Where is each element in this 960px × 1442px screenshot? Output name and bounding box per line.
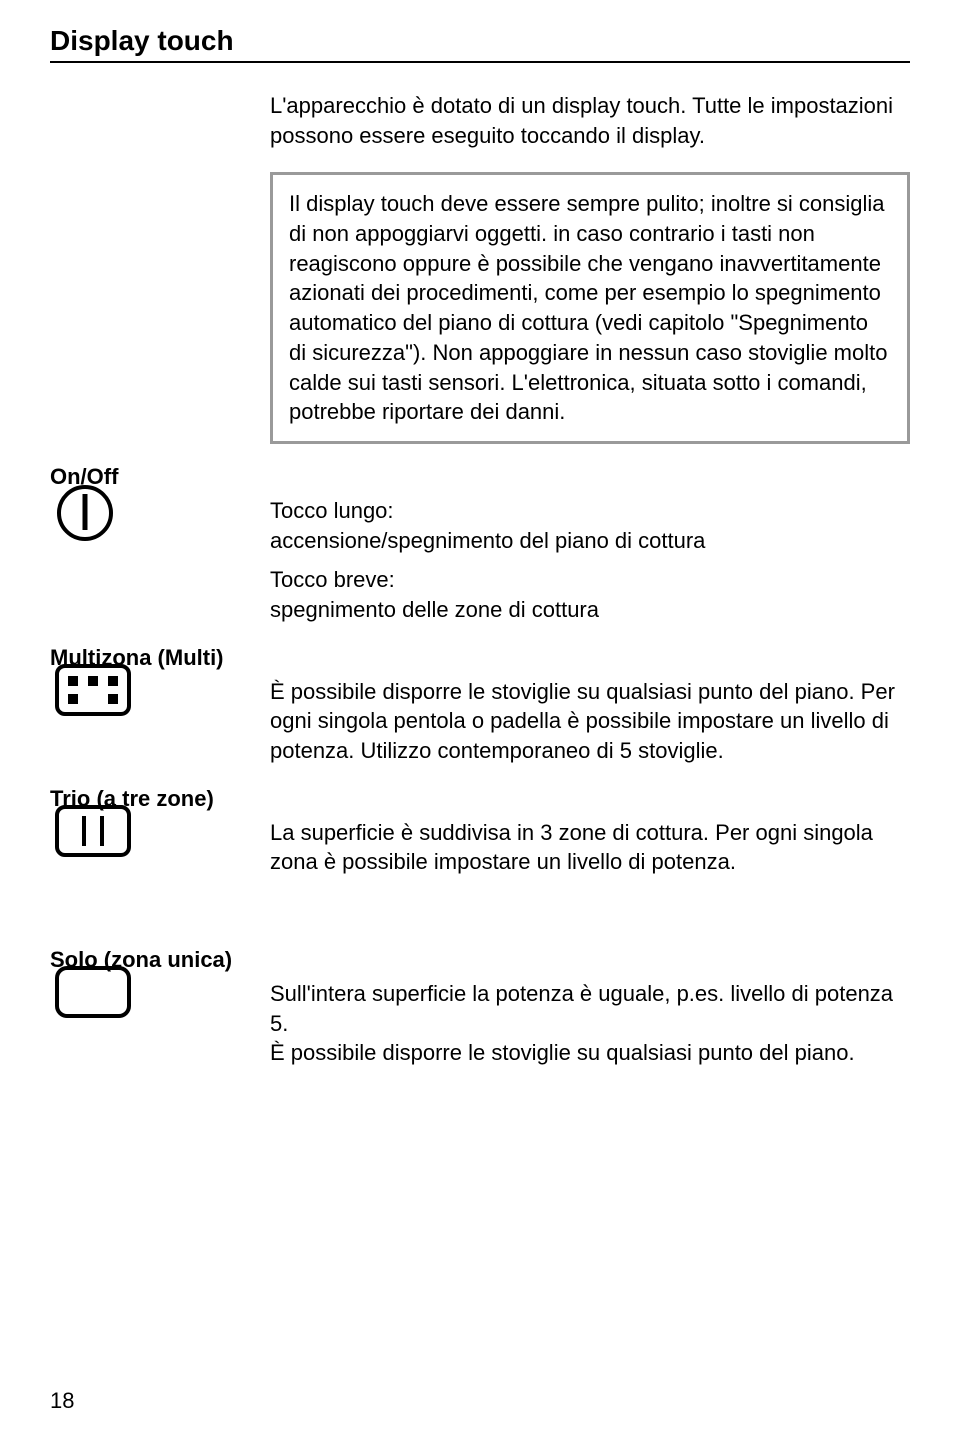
- onoff-line3: Tocco breve:: [270, 565, 910, 595]
- onoff-body: Tocco lungo: accensione/spegnimento del …: [270, 496, 910, 625]
- section-trio: Trio (a tre zone) La superficie è suddiv…: [50, 786, 910, 877]
- trio-text: La superficie è suddivisa in 3 zone di c…: [270, 818, 910, 877]
- intro-text: L'apparecchio è dotato di un display tou…: [270, 91, 910, 150]
- multizone-icon: [54, 663, 270, 722]
- solo-icon-slot: [50, 947, 270, 1024]
- solo-line2: È possibile disporre le stoviglie su qua…: [270, 1038, 910, 1068]
- multi-body: È possibile disporre le stoviglie su qua…: [270, 677, 910, 766]
- trio-icon-slot: [50, 786, 270, 863]
- notice-box: Il display touch deve essere sempre puli…: [270, 172, 910, 444]
- trio-body: La superficie è suddivisa in 3 zone di c…: [270, 818, 910, 877]
- section-multi: Multizona (Multi) È possibile disporre l…: [50, 645, 910, 766]
- onoff-icon-slot: [50, 464, 270, 549]
- multi-icon-slot: [50, 645, 270, 722]
- notice-text: Il display touch deve essere sempre puli…: [289, 189, 891, 427]
- page-number: 18: [50, 1388, 74, 1414]
- solo-icon: [54, 965, 270, 1024]
- solo-body: Sull'intera superficie la potenza è ugua…: [270, 979, 910, 1068]
- solo-line1: Sull'intera superficie la potenza è ugua…: [270, 979, 910, 1038]
- section-onoff: On/Off Tocco lungo: accensione/spegnimen…: [50, 464, 910, 625]
- document-page: Display touch L'apparecchio è dotato di …: [0, 0, 960, 1442]
- intro-block: L'apparecchio è dotato di un display tou…: [270, 91, 910, 444]
- page-title: Display touch: [50, 25, 910, 63]
- onoff-line2: accensione/spegnimento del piano di cott…: [270, 526, 910, 556]
- onoff-line4: spegnimento delle zone di cottura: [270, 595, 910, 625]
- trio-icon: [54, 804, 270, 863]
- multi-text: È possibile disporre le stoviglie su qua…: [270, 677, 910, 766]
- section-solo: Solo (zona unica) Sull'intera superficie…: [50, 947, 910, 1068]
- power-icon: [54, 482, 270, 549]
- onoff-line1: Tocco lungo:: [270, 496, 910, 526]
